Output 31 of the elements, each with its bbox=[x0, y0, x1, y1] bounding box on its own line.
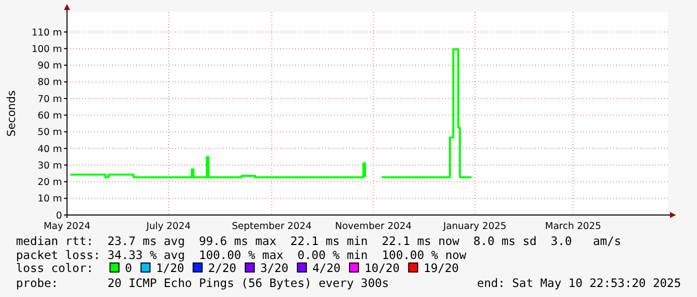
text: probe: 20 ICMP Echo Pings (56 Bytes) every 300s bbox=[16, 276, 389, 290]
y-tick-label: 30 m bbox=[38, 160, 62, 172]
text: 19/20 bbox=[424, 261, 459, 275]
y-tick-label: 100 m bbox=[32, 44, 62, 55]
text: packet loss: 34.33 % avg 100.00 % max 0.00 % min 100.00 % now bbox=[16, 248, 468, 262]
text: end: Sat May 10 22:53:20 2025 bbox=[476, 276, 681, 290]
x-tick-label: January 2025 bbox=[442, 221, 506, 232]
x-tick-label: November 2024 bbox=[335, 221, 412, 232]
text: 3/20 bbox=[260, 261, 288, 275]
y-tick-label: 90 m bbox=[38, 60, 62, 72]
y-tick-label: 80 m bbox=[38, 77, 62, 88]
y-tick-label: 20 m bbox=[38, 177, 62, 188]
y-tick-label: 60 m bbox=[38, 110, 62, 122]
text: 1/20 bbox=[156, 261, 184, 275]
text: 10/20 bbox=[364, 261, 400, 275]
x-tick-label: July 2024 bbox=[145, 221, 191, 232]
text: 2/20 bbox=[208, 261, 236, 275]
text: loss color: bbox=[16, 261, 94, 275]
y-tick-label: 110 m bbox=[32, 27, 62, 38]
y-tick-label: 50 m bbox=[38, 127, 62, 138]
y-axis-title: Seconds bbox=[5, 90, 18, 137]
x-tick-label: March 2025 bbox=[545, 221, 602, 232]
text: 0 bbox=[125, 261, 132, 275]
y-tick-label: 70 m bbox=[38, 94, 62, 105]
text: median rtt: 23.7 ms avg 99.6 ms max 22.1 ms min 22.1 ms now 8.0 ms sd 3.0 am/s bbox=[16, 234, 622, 248]
y-tick-label: 0 bbox=[56, 210, 62, 222]
text: 4/20 bbox=[312, 261, 341, 275]
y-tick-label: 40 m bbox=[38, 144, 62, 155]
y-tick-label: 10 m bbox=[38, 194, 62, 205]
x-tick-label: May 2024 bbox=[44, 221, 90, 232]
x-tick-label: September 2024 bbox=[232, 221, 312, 232]
